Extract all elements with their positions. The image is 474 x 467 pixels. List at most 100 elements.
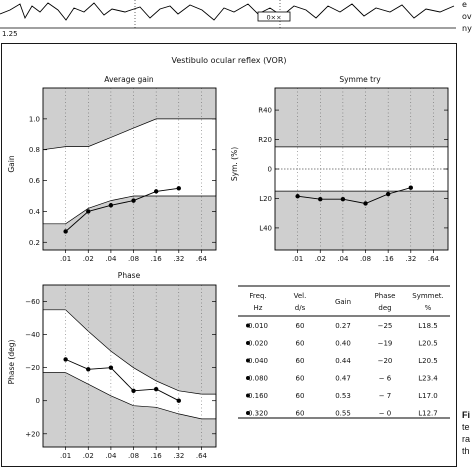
table-cell: 0.53	[335, 392, 351, 400]
x-tick-label: .16	[151, 255, 163, 263]
data-point	[131, 198, 136, 203]
strip-axis-tick: 1.25	[2, 30, 18, 38]
x-tick-label: .01	[292, 255, 303, 263]
y-tick-label: +20	[25, 430, 40, 438]
table-cell: 60	[296, 322, 305, 330]
table-header-unit: %	[425, 304, 432, 312]
top-strip: 0×× 1.25 e ov ny	[0, 0, 472, 38]
table-cell: L20.5	[418, 340, 438, 348]
table-cell: 0.55	[335, 410, 351, 418]
data-point	[108, 203, 114, 208]
table-cell: −25	[378, 322, 393, 330]
table-header-unit: d/s	[295, 304, 306, 312]
table-cell: 0.010	[248, 322, 268, 330]
symmetry-chart-title: Symme try	[339, 75, 381, 84]
caption-line: te	[462, 422, 470, 432]
caption-fragment: Fi te ra th	[462, 410, 470, 456]
table-header-unit: Hz	[254, 304, 263, 312]
row-marker	[246, 393, 250, 398]
strip-marker-text: 0××	[266, 14, 281, 22]
table-cell: 0.44	[335, 357, 351, 365]
table-header-unit: deg	[378, 304, 391, 312]
table-cell: 60	[296, 340, 305, 348]
data-point	[176, 186, 181, 191]
table-cell: L17.0	[418, 392, 438, 400]
x-tick-label: .01	[60, 255, 71, 263]
table-header: Symmet.	[412, 292, 444, 300]
x-tick-label: .01	[60, 452, 71, 460]
side-text: ov	[462, 12, 472, 21]
x-tick-label: .04	[105, 452, 117, 460]
side-text: e	[462, 0, 467, 9]
table-cell: 60	[296, 392, 305, 400]
y-tick-label: L20	[259, 195, 272, 203]
gain-y-label: Gain	[7, 155, 16, 172]
table-cell: 0.020	[248, 340, 268, 348]
table-cell: L20.5	[418, 357, 438, 365]
table-cell: 0.27	[335, 322, 351, 330]
data-point	[153, 189, 159, 194]
gain-chart: Average gain Gain 1.0 0.8 0.6 0.4 0.2 .01 .02.…	[7, 75, 217, 263]
table-cell: − 7	[379, 392, 392, 400]
table-header: Gain	[335, 298, 351, 306]
x-tick-label: .02	[315, 255, 326, 263]
phase-chart: Phase Phase (deg) −60 −40 −20 0 +20 .01 .02 .04…	[7, 271, 217, 460]
phase-chart-title: Phase	[118, 271, 141, 280]
table-cell: 0.080	[248, 375, 268, 383]
table-cell: L23.4	[418, 375, 438, 383]
series-line	[65, 187, 179, 232]
row-marker	[246, 358, 250, 363]
symmetry-y-label: Sym. (%)	[230, 147, 239, 181]
plot-frame	[42, 87, 217, 251]
x-tick-label: .16	[383, 255, 395, 263]
table-cell: 60	[296, 410, 305, 418]
table-cell: 0.160	[248, 392, 268, 400]
table-cell: − 6	[379, 375, 392, 383]
caption-line: ra	[462, 434, 470, 444]
x-tick-label: .64	[428, 255, 440, 263]
table-cell: L12.7	[418, 410, 438, 418]
data-point	[108, 365, 114, 370]
caption-line: th	[462, 446, 470, 456]
table-header: Vel.	[294, 292, 307, 300]
x-tick-label: .64	[196, 452, 208, 460]
table-cell: 0.47	[335, 375, 351, 383]
data-point	[86, 209, 91, 214]
table-cell: −19	[378, 340, 393, 348]
x-tick-label: .02	[83, 452, 94, 460]
y-tick-label: 0.6	[29, 177, 41, 185]
data-point	[340, 196, 346, 202]
x-tick-label: .04	[105, 255, 117, 263]
data-point	[176, 398, 181, 403]
data-point	[363, 201, 368, 206]
x-tick-label: .08	[128, 452, 139, 460]
y-tick-label: 0.4	[29, 208, 41, 216]
data-point	[408, 185, 413, 190]
x-tick-label: .08	[128, 255, 139, 263]
table-header: Phase	[375, 292, 396, 300]
x-tick-label: .08	[360, 255, 371, 263]
table-cell: 60	[296, 375, 305, 383]
y-tick-label: 0.8	[29, 146, 40, 154]
data-point	[63, 229, 68, 234]
data-point	[153, 386, 159, 392]
data-point	[295, 194, 300, 199]
caption-bold: Fi	[462, 410, 470, 420]
strip-marker-box	[257, 11, 291, 22]
table-cell: 60	[296, 357, 305, 365]
gain-chart-title: Average gain	[104, 75, 154, 84]
row-marker	[246, 341, 250, 345]
y-tick-label: 0	[268, 166, 272, 174]
series-line	[297, 187, 411, 204]
y-tick-label: −60	[25, 298, 40, 306]
row-marker	[246, 411, 250, 415]
data-point	[86, 367, 91, 372]
y-tick-label: 0	[36, 397, 40, 405]
y-tick-label: −20	[25, 364, 40, 372]
data-point	[318, 196, 323, 202]
data-point	[385, 191, 391, 197]
x-tick-label: .64	[196, 255, 208, 263]
symmetry-chart: Symme try Sym. (%) R40 R20 0 L20 L40 .01 .02 .0…	[230, 75, 449, 263]
eye-trace	[0, 2, 455, 21]
